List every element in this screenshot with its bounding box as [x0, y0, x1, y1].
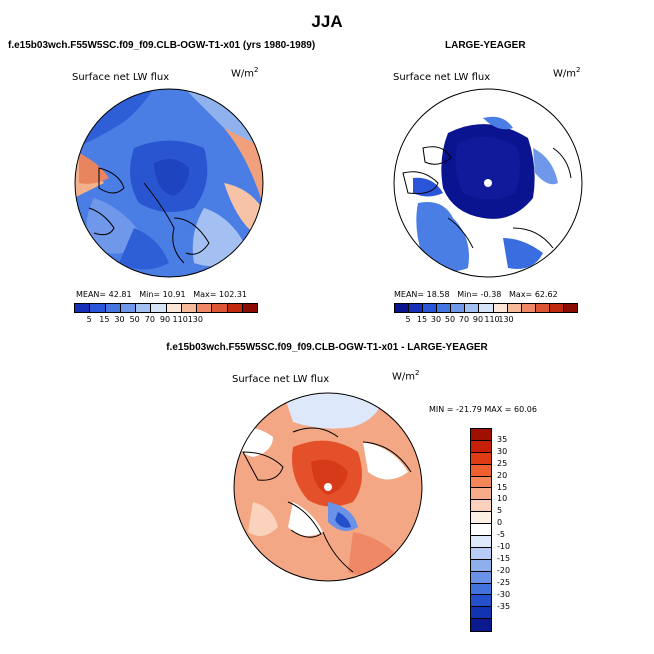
top-left-stats: MEAN= 42.81 Min= 10.91 Max= 102.31 — [76, 290, 248, 299]
top-left-colorbar-tick-label: 70 — [144, 315, 155, 324]
top-right-variable-label: Surface net LW flux — [393, 72, 491, 83]
top-right-colorbar-cell — [465, 304, 480, 312]
top-right-colorbar-cell — [549, 304, 564, 312]
top-left-colorbar-tick-label: 30 — [114, 315, 125, 324]
bottom-colorbar-cell — [471, 500, 491, 513]
top-right-polar-map — [393, 88, 583, 278]
bottom-colorbar-cell — [471, 488, 491, 501]
top-left-units: W/m2 — [231, 66, 259, 80]
bottom-colorbar-tick-label: -25 — [497, 577, 511, 587]
top-left-colorbar-cell — [90, 304, 106, 312]
top-right-colorbar — [394, 303, 578, 313]
top-right-colorbar-cell — [451, 304, 466, 312]
top-right-colorbar-tick-label: 70 — [458, 315, 470, 324]
bottom-colorbar-cell — [471, 476, 491, 489]
bottom-colorbar-cell — [471, 440, 491, 453]
top-right-case-title: LARGE-YEAGER — [445, 40, 526, 51]
page-title: JJA — [311, 12, 343, 31]
top-left-colorbar-tick-label: 130 — [187, 315, 203, 324]
top-right-colorbar-cell — [395, 304, 410, 312]
bottom-minmax: MIN = -21.79 MAX = 60.06 — [429, 405, 537, 414]
bottom-polar-map — [233, 392, 423, 582]
bottom-colorbar-cell — [471, 524, 491, 537]
top-right-colorbar-cell — [409, 304, 424, 312]
bottom-colorbar-cell — [471, 512, 491, 525]
top-left-colorbar-cell — [166, 304, 182, 312]
top-left-colorbar-cell — [151, 304, 167, 312]
top-left-colorbar-cell — [181, 304, 197, 312]
top-left-polar-map — [74, 88, 264, 278]
top-right-colorbar-tick-label: 110 — [484, 315, 500, 324]
top-left-colorbar-cell — [120, 304, 136, 312]
bottom-colorbar-cell — [471, 583, 491, 596]
bottom-colorbar-cell — [471, 607, 491, 620]
bottom-colorbar-tick-label: -5 — [497, 530, 505, 540]
top-left-colorbar-tick-label: 90 — [159, 315, 171, 324]
bottom-colorbar-cell — [471, 547, 491, 560]
top-left-colorbar-cell — [212, 304, 228, 312]
top-right-colorbar-cell — [507, 304, 522, 312]
top-right-colorbar-tick-label: 15 — [416, 315, 428, 324]
top-right-colorbar-cell — [493, 304, 508, 312]
top-left-colorbar-tick-label: 15 — [99, 315, 110, 324]
top-right-colorbar-tick-label: 30 — [430, 315, 442, 324]
top-right-stats: MEAN= 18.58 Min= -0.38 Max= 62.62 — [394, 290, 558, 299]
top-left-colorbar — [74, 303, 258, 313]
bottom-colorbar-tick-label: 15 — [497, 482, 508, 492]
bottom-colorbar — [470, 428, 492, 633]
top-right-colorbar-cell — [437, 304, 452, 312]
bottom-colorbar-cell — [471, 619, 491, 632]
top-left-colorbar-cell — [136, 304, 152, 312]
top-left-colorbar-cell — [227, 304, 243, 312]
bottom-colorbar-cell — [471, 571, 491, 584]
bottom-colorbar-tick-label: 20 — [497, 470, 508, 480]
top-right-colorbar-ticks: 5 15 30 50 70 90 110 130 — [394, 315, 576, 325]
top-left-colorbar-cell — [105, 304, 121, 312]
bottom-colorbar-tick-label: 10 — [497, 494, 508, 504]
top-left-colorbar-tick-label: 5 — [86, 315, 92, 324]
bottom-colorbar-tick-label: 0 — [497, 518, 503, 528]
bottom-colorbar-tick-label: 30 — [497, 446, 508, 456]
bottom-colorbar-cell — [471, 452, 491, 465]
top-right-colorbar-tick-label: 90 — [472, 315, 484, 324]
bottom-colorbar-tick-label: 25 — [497, 458, 508, 468]
top-left-colorbar-cell — [197, 304, 213, 312]
top-right-colorbar-tick-label: 50 — [444, 315, 456, 324]
bottom-colorbar-cell — [471, 559, 491, 572]
top-right-colorbar-cell — [535, 304, 550, 312]
top-right-units: W/m2 — [553, 66, 581, 80]
bottom-case-title: f.e15b03wch.F55W5SC.f09_f09.CLB-OGW-T1-x… — [166, 342, 488, 353]
top-right-colorbar-cell — [479, 304, 494, 312]
bottom-colorbar-cell — [471, 429, 491, 441]
top-right-colorbar-cell — [423, 304, 438, 312]
top-left-colorbar-tick-label: 50 — [129, 315, 140, 324]
bottom-units: W/m2 — [392, 369, 420, 383]
top-left-variable-label: Surface net LW flux — [72, 72, 170, 83]
bottom-colorbar-tick-label: -15 — [497, 553, 511, 563]
bottom-colorbar-tick-label: 35 — [497, 434, 508, 444]
bottom-colorbar-tick-label: -30 — [497, 589, 511, 599]
north-pole-marker — [484, 179, 492, 187]
top-right-colorbar-tick-label: 130 — [498, 315, 514, 324]
bottom-colorbar-cell — [471, 595, 491, 608]
top-left-colorbar-tick-label: 110 — [172, 315, 188, 324]
bottom-colorbar-tick-label: -20 — [497, 565, 511, 575]
top-left-case-title: f.e15b03wch.F55W5SC.f09_f09.CLB-OGW-T1-x… — [8, 40, 316, 51]
bottom-colorbar-cell — [471, 464, 491, 477]
bottom-colorbar-tick-label: -35 — [497, 601, 511, 611]
bottom-variable-label: Surface net LW flux — [232, 374, 330, 385]
top-right-colorbar-cell — [563, 304, 578, 312]
top-left-colorbar-cell — [75, 304, 91, 312]
top-right-colorbar-tick-label: 5 — [405, 315, 411, 324]
north-pole-marker — [324, 483, 332, 491]
bottom-colorbar-tick-label: -10 — [497, 542, 511, 551]
top-right-colorbar-cell — [521, 304, 536, 312]
bottom-colorbar-cell — [471, 536, 491, 548]
bottom-colorbar-tick-label: 5 — [497, 506, 503, 516]
top-left-colorbar-ticks: 5 15 30 50 70 90 110 130 — [74, 315, 256, 325]
top-left-colorbar-cell — [242, 304, 257, 312]
